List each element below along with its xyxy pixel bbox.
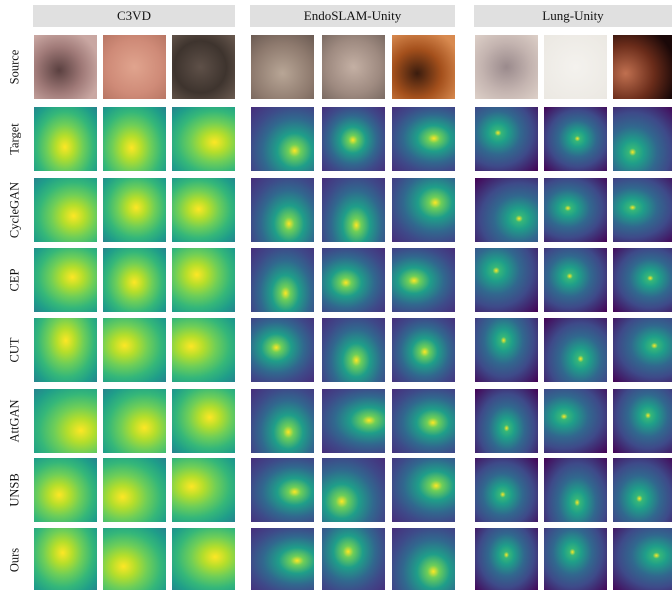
depth-map xyxy=(251,528,314,590)
depth-map xyxy=(103,107,166,171)
depth-map xyxy=(322,528,385,590)
depth-map xyxy=(172,389,235,453)
depth-map xyxy=(172,107,235,171)
row-label-text: Source xyxy=(7,49,22,85)
depth-map xyxy=(392,248,455,312)
depth-map xyxy=(322,458,385,522)
depth-map xyxy=(613,389,672,453)
source-image xyxy=(34,35,97,99)
depth-map xyxy=(544,248,607,312)
row-label: CycleGAN xyxy=(0,178,30,242)
row-label-text: CEP xyxy=(7,268,22,292)
depth-map xyxy=(103,458,166,522)
depth-map xyxy=(103,389,166,453)
row-label-text: AttGAN xyxy=(7,399,22,443)
source-image xyxy=(103,35,166,99)
row-label-text: Target xyxy=(7,123,22,155)
row-label: CUT xyxy=(0,318,30,382)
depth-map xyxy=(103,248,166,312)
depth-map xyxy=(172,178,235,242)
source-image xyxy=(613,35,672,99)
depth-map xyxy=(475,107,538,171)
depth-map xyxy=(34,178,97,242)
depth-map xyxy=(34,389,97,453)
depth-map xyxy=(103,318,166,382)
depth-map xyxy=(251,318,314,382)
depth-map xyxy=(34,107,97,171)
depth-map xyxy=(475,458,538,522)
row-label: Target xyxy=(0,107,30,171)
depth-map xyxy=(613,107,672,171)
depth-map xyxy=(322,389,385,453)
depth-map xyxy=(613,248,672,312)
depth-map xyxy=(613,458,672,522)
depth-map xyxy=(392,528,455,590)
source-image xyxy=(251,35,314,99)
source-image xyxy=(392,35,455,99)
depth-map xyxy=(475,318,538,382)
depth-map xyxy=(544,178,607,242)
depth-map xyxy=(392,458,455,522)
depth-map xyxy=(251,178,314,242)
row-label-text: CUT xyxy=(7,337,22,363)
depth-map xyxy=(172,318,235,382)
row-label-text: Ours xyxy=(7,547,22,573)
depth-map xyxy=(544,107,607,171)
depth-map xyxy=(544,458,607,522)
depth-map xyxy=(322,248,385,312)
column-header: EndoSLAM-Unity xyxy=(250,5,455,27)
depth-map xyxy=(34,458,97,522)
depth-map xyxy=(613,178,672,242)
column-header: Lung-Unity xyxy=(474,5,672,27)
row-label: CEP xyxy=(0,248,30,312)
depth-map xyxy=(322,318,385,382)
row-label: UNSB xyxy=(0,458,30,522)
source-image xyxy=(544,35,607,99)
depth-map xyxy=(172,528,235,590)
depth-map xyxy=(34,248,97,312)
row-label: AttGAN xyxy=(0,389,30,453)
column-header: C3VD xyxy=(33,5,235,27)
row-label-text: UNSB xyxy=(7,473,22,507)
depth-map xyxy=(322,107,385,171)
depth-map xyxy=(544,528,607,590)
depth-map xyxy=(475,178,538,242)
depth-map xyxy=(251,107,314,171)
depth-map xyxy=(613,318,672,382)
depth-map xyxy=(172,248,235,312)
depth-map xyxy=(172,458,235,522)
row-label-text: CycleGAN xyxy=(7,181,22,239)
depth-map xyxy=(613,528,672,590)
source-image xyxy=(475,35,538,99)
depth-map xyxy=(544,318,607,382)
depth-map xyxy=(392,318,455,382)
depth-map xyxy=(475,248,538,312)
depth-map xyxy=(103,178,166,242)
row-label: Source xyxy=(0,35,30,99)
depth-map xyxy=(34,318,97,382)
row-label: Ours xyxy=(0,528,30,590)
depth-map xyxy=(544,389,607,453)
depth-map xyxy=(392,107,455,171)
depth-map xyxy=(322,178,385,242)
depth-map xyxy=(475,528,538,590)
source-image xyxy=(172,35,235,99)
source-image xyxy=(322,35,385,99)
depth-map xyxy=(251,248,314,312)
depth-map xyxy=(103,528,166,590)
depth-map xyxy=(392,178,455,242)
depth-map xyxy=(34,528,97,590)
depth-map xyxy=(251,389,314,453)
depth-map xyxy=(251,458,314,522)
depth-map xyxy=(475,389,538,453)
depth-map xyxy=(392,389,455,453)
